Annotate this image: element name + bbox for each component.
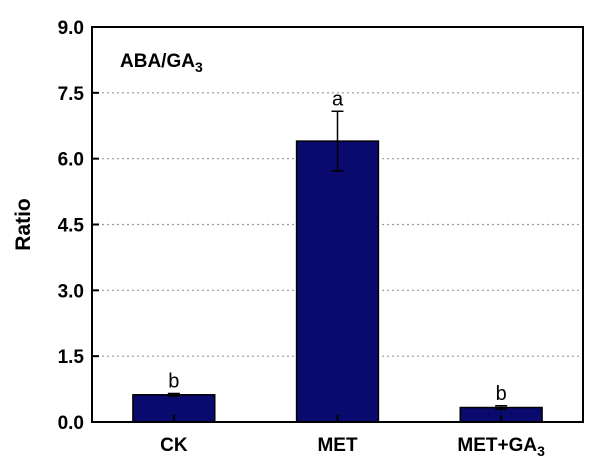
x-tick-label: MET [317, 435, 358, 456]
y-tick-label: 9.0 [58, 18, 84, 39]
x-ticks: CK MET MET+GA3 [160, 415, 545, 459]
y-axis-title: Ratio [12, 198, 35, 251]
significance-labels: b a b [168, 88, 506, 404]
error-bars [167, 110, 508, 411]
y-tick-label: 6.0 [58, 150, 84, 171]
x-tick-label-main: MET+GA [457, 435, 537, 456]
x-tick-label: CK [160, 435, 188, 456]
x-tick-label-main: MET [317, 435, 358, 456]
y-tick-label: 3.0 [58, 281, 84, 302]
y-tick-label: 1.5 [58, 347, 85, 368]
y-tick-label: 0.0 [58, 413, 84, 434]
panel-label-subscript: 3 [195, 59, 203, 75]
bars [132, 140, 543, 423]
significance-label: b [168, 370, 179, 392]
x-tick-label-main: CK [160, 435, 188, 456]
x-tick-label-subscript: 3 [537, 443, 545, 459]
y-tick-label: 4.5 [58, 216, 85, 237]
significance-label: a [332, 88, 344, 110]
x-tick-label: MET+GA3 [457, 435, 545, 459]
panel-label: ABA/GA3 [120, 51, 203, 75]
y-ticks: 0.0 1.5 3.0 4.5 6.0 7.5 9.0 [58, 18, 99, 434]
panel-label-main: ABA/GA [120, 51, 195, 72]
bar-met [295, 140, 380, 423]
significance-label: b [496, 383, 507, 405]
y-tick-label: 7.5 [58, 84, 85, 105]
